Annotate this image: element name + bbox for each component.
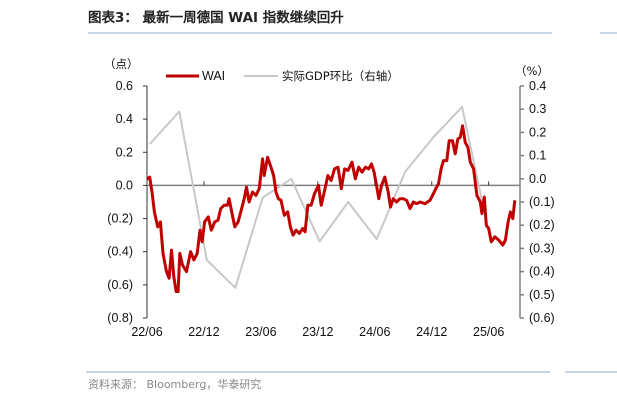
right-tick-label: (0.5)	[529, 288, 555, 302]
x-axis: 22/06 22/12 23/06 23/12 24/06 24/12 25/06	[131, 181, 520, 339]
left-tick-label: 0.6	[116, 79, 133, 93]
left-tick-label: 0.0	[116, 178, 133, 192]
wai-line	[146, 124, 517, 293]
legend: WAI 实际GDP环比（右轴）	[166, 69, 399, 83]
left-tick-label: (0.4)	[107, 245, 133, 259]
source-note: 资料来源： Bloomberg，华泰研究	[88, 377, 261, 391]
left-tick-label: 0.2	[116, 145, 133, 159]
right-tick-label: 0.1	[529, 149, 546, 163]
right-tick-label: (0.6)	[529, 311, 555, 325]
right-axis-unit: （%）	[515, 64, 549, 78]
right-axis: 0.4 0.3 0.2 0.1 0.0 (0.1) (0.2) (0.3) (0.4) (0.5)…	[519, 79, 555, 325]
left-tick-label: (0.2)	[107, 212, 133, 226]
x-tick-label: 25/06	[473, 325, 504, 339]
left-tick-label: 0.4	[116, 112, 133, 126]
x-tick-label: 22/12	[188, 325, 219, 339]
legend-gdp-label: 实际GDP环比（右轴）	[282, 69, 399, 83]
right-tick-label: (0.2)	[529, 218, 555, 232]
right-tick-label: 0.3	[529, 102, 546, 116]
x-tick-label: 23/12	[302, 325, 333, 339]
gdp-line	[149, 105, 492, 289]
legend-wai-label: WAI	[202, 69, 225, 83]
x-tick-label: 23/06	[245, 325, 276, 339]
figure-title: 图表3： 最新一周德国 WAI 指数继续回升	[88, 9, 344, 26]
x-tick-label: 22/06	[131, 325, 162, 339]
right-tick-label: 0.4	[529, 79, 546, 93]
right-tick-label: (0.1)	[529, 195, 555, 209]
right-tick-label: (0.4)	[529, 265, 555, 279]
x-tick-label: 24/12	[416, 325, 447, 339]
left-axis: 0.6 0.4 0.2 0.0 (0.2) (0.4) (0.6) (0.8)	[107, 79, 148, 325]
right-tick-label: 0.2	[529, 125, 546, 139]
left-tick-label: (0.8)	[107, 311, 133, 325]
series-layer	[146, 105, 517, 293]
right-tick-label: (0.3)	[529, 241, 555, 255]
left-axis-unit: （点）	[104, 57, 139, 71]
right-tick-label: 0.0	[529, 172, 546, 186]
x-tick-label: 24/06	[359, 325, 390, 339]
left-tick-label: (0.6)	[107, 278, 133, 292]
